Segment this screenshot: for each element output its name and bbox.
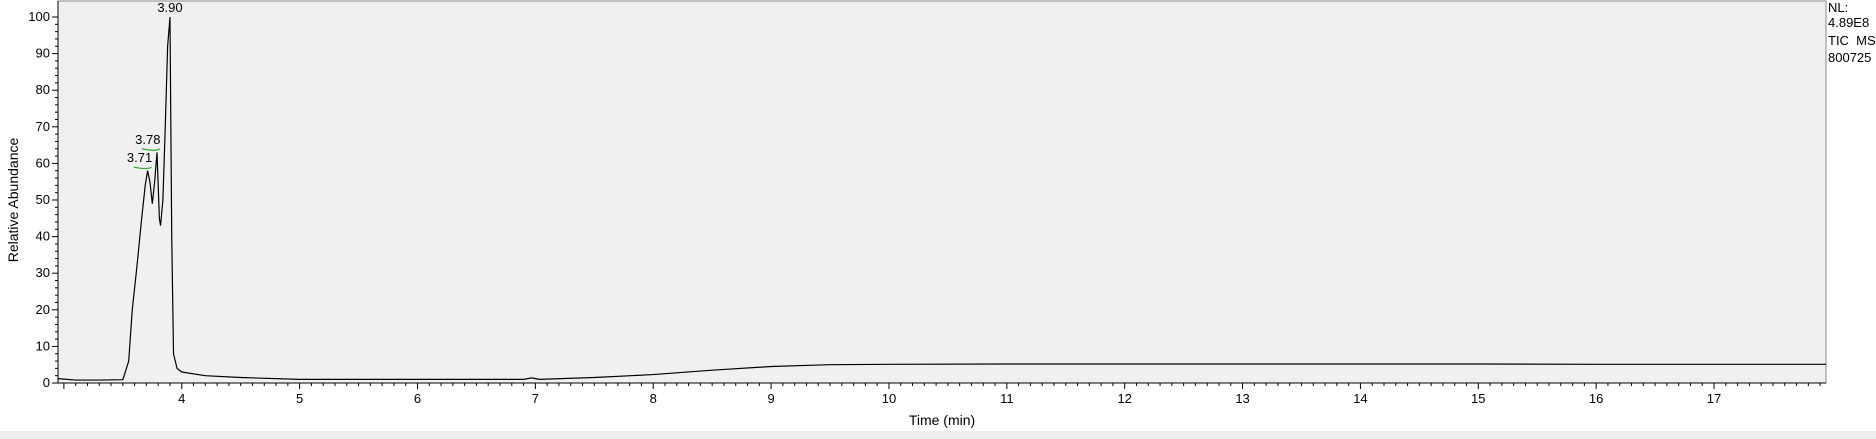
peak-label: 3.78 [135,132,160,147]
x-tick-label: 9 [767,391,774,406]
bottom-strip [0,431,1876,439]
x-tick-label: 8 [650,391,657,406]
y-tick-label: 20 [36,302,50,317]
peak-marker [141,148,161,151]
x-tick-label: 14 [1353,391,1367,406]
y-tick-label: 30 [36,265,50,280]
y-tick-label: 80 [36,82,50,97]
x-tick-label: 10 [882,391,896,406]
y-tick-label: 100 [28,9,50,24]
x-tick-label: 6 [414,391,421,406]
nl-label: NL: [1828,0,1848,15]
y-tick-label: 40 [36,229,50,244]
x-tick-label: 17 [1707,391,1721,406]
y-tick-label: 90 [36,46,50,61]
peak-marker [133,166,152,170]
x-axis: 4 5 6 7 8 9 10 11 12 13 14 15 16 17 [58,382,1826,406]
peak-labels: 3.71 3.78 3.90 [127,0,183,170]
x-tick-label: 7 [532,391,539,406]
x-tick-label: 12 [1117,391,1131,406]
x-tick-label: 5 [296,391,303,406]
y-tick-label: 10 [36,338,50,353]
x-tick-label: 11 [1000,391,1014,406]
x-tick-label: 13 [1235,391,1249,406]
peak-label: 3.90 [157,0,182,15]
x-tick-label: 4 [178,391,185,406]
nl-value: 4.89E8 [1828,15,1869,30]
scan-filter-label: TIC MS [1828,33,1876,48]
sample-id: 800725 [1828,50,1871,65]
x-tick-label: 16 [1589,391,1603,406]
y-tick-label: 50 [36,192,50,207]
peak-label: 3.71 [127,150,152,165]
x-tick-label: 15 [1471,391,1485,406]
y-axis-title: Relative Abundance [5,138,21,263]
x-axis-title: Time (min) [909,412,975,428]
y-tick-label: 60 [36,155,50,170]
y-tick-label: 70 [36,119,50,134]
y-tick-label: 0 [43,375,50,390]
tic-trace-line [57,16,1826,381]
y-axis: 0 10 20 30 40 50 60 70 80 90 100 [28,1,59,390]
plot-area [57,0,1827,384]
